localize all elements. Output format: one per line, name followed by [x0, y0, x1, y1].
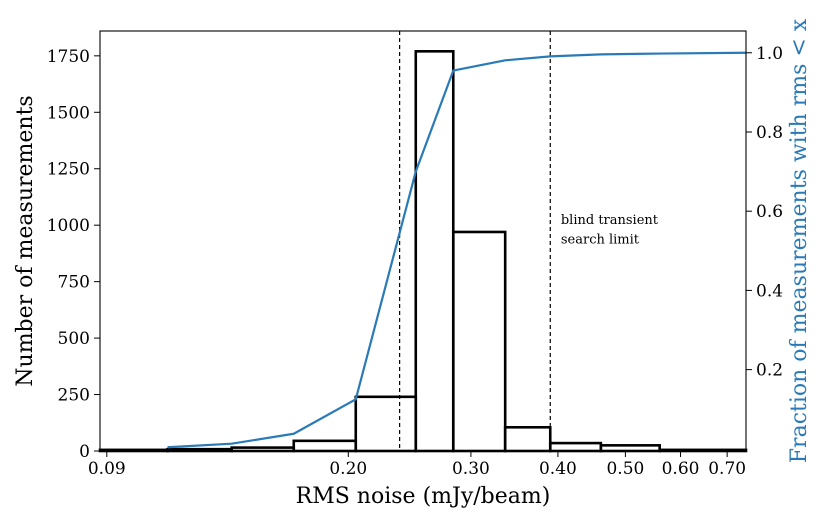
- y-tick-label-left: 0: [79, 442, 90, 462]
- x-tick-label: 0.30: [452, 459, 490, 479]
- histogram-bar: [503, 425, 552, 453]
- x-axis: 0.09 0.20 0.30 0.40 0.50 0.60 0.70: [88, 451, 746, 479]
- x-tick-label: 0.60: [662, 459, 700, 479]
- y-axis-label-right: Fraction of measurements with rms < x: [787, 18, 812, 463]
- annotation-text: search limit: [561, 233, 640, 248]
- histogram-bar: [414, 50, 455, 453]
- histogram-bar: [354, 395, 418, 453]
- y-tick-label-left: 1250: [47, 160, 90, 180]
- annotations: blind transient search limit: [561, 213, 659, 248]
- y-axis-left: 0 250 500 750 1000 1250 1500 1750: [47, 47, 100, 462]
- x-tick-label: 0.70: [708, 459, 746, 479]
- x-tick-label: 0.09: [88, 459, 126, 479]
- y-axis-label-left: Number of measurements: [13, 95, 38, 386]
- cumulative-line: [167, 51, 747, 449]
- histogram-bar: [599, 444, 661, 453]
- y-tick-label-right: 0.2: [756, 361, 783, 381]
- y-tick-label-left: 250: [58, 386, 90, 406]
- y-tick-label-left: 1750: [47, 47, 90, 67]
- y-tick-label-left: 1000: [47, 216, 90, 236]
- histogram-bar: [451, 230, 507, 453]
- histogram-bar: [548, 441, 603, 453]
- x-tick-label: 0.20: [329, 459, 367, 479]
- y-tick-label-right: 0.4: [756, 281, 783, 301]
- x-tick-label: 0.40: [539, 459, 577, 479]
- y-tick-label-left: 1500: [47, 103, 90, 123]
- y-tick-label-left: 750: [58, 273, 90, 293]
- histogram-bar: [292, 439, 358, 453]
- y-tick-label-right: 0.8: [756, 123, 783, 143]
- x-axis-label: RMS noise (mJy/beam): [296, 484, 551, 509]
- annotation-text: blind transient: [561, 213, 659, 228]
- y-axis-right: 0.2 0.4 0.6 0.8 1.0: [746, 44, 783, 381]
- x-tick-label: 0.50: [606, 459, 644, 479]
- plot-area: [98, 31, 748, 453]
- y-tick-label-right: 0.6: [756, 202, 783, 222]
- y-tick-label-left: 500: [58, 329, 90, 349]
- y-tick-label-right: 1.0: [756, 44, 783, 64]
- plot-frame: [99, 30, 747, 452]
